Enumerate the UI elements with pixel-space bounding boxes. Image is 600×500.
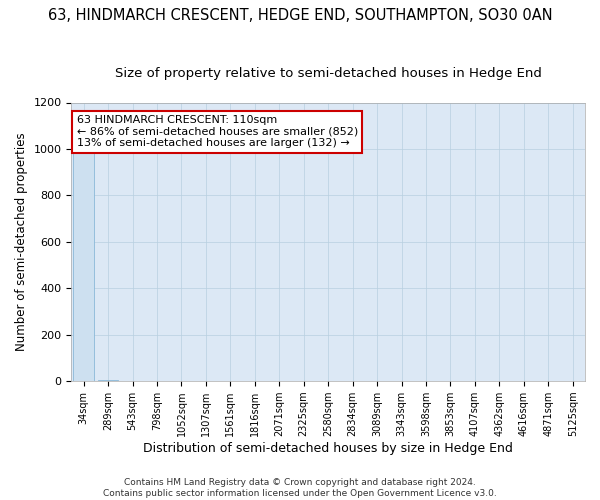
Y-axis label: Number of semi-detached properties: Number of semi-detached properties: [15, 132, 28, 351]
Text: 63 HINDMARCH CRESCENT: 110sqm
← 86% of semi-detached houses are smaller (852)
13: 63 HINDMARCH CRESCENT: 110sqm ← 86% of s…: [77, 115, 358, 148]
X-axis label: Distribution of semi-detached houses by size in Hedge End: Distribution of semi-detached houses by …: [143, 442, 513, 455]
Text: Contains HM Land Registry data © Crown copyright and database right 2024.
Contai: Contains HM Land Registry data © Crown c…: [103, 478, 497, 498]
Title: Size of property relative to semi-detached houses in Hedge End: Size of property relative to semi-detach…: [115, 68, 542, 80]
Text: 63, HINDMARCH CRESCENT, HEDGE END, SOUTHAMPTON, SO30 0AN: 63, HINDMARCH CRESCENT, HEDGE END, SOUTH…: [47, 8, 553, 22]
Bar: [98, 380, 118, 381]
Bar: [73, 149, 94, 381]
